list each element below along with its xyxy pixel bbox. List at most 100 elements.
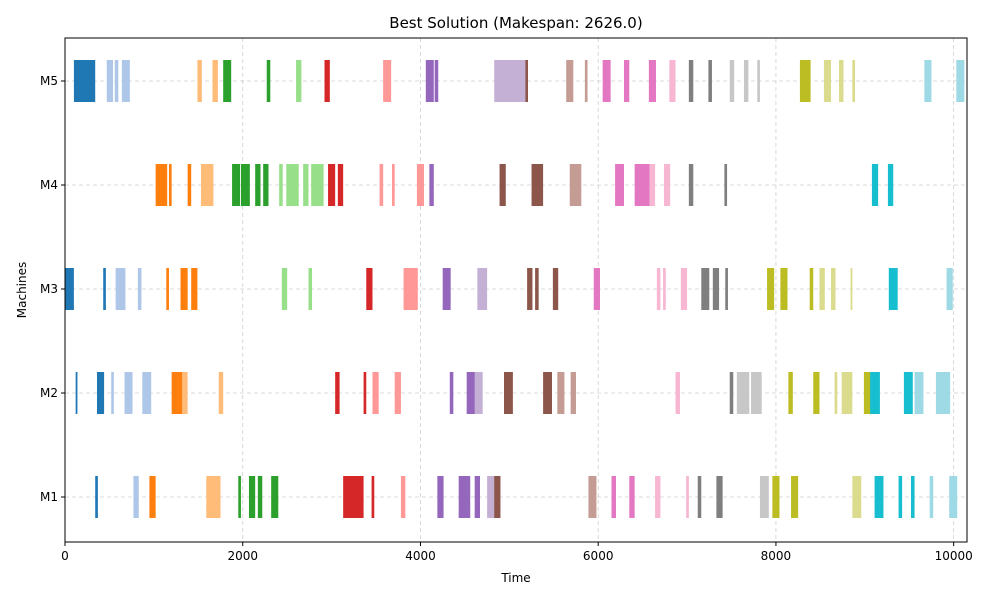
task-bar [372, 372, 379, 414]
task-bars [65, 60, 965, 518]
x-axis-label: Time [500, 571, 530, 585]
task-bar [708, 60, 712, 102]
task-bar [121, 60, 130, 102]
task-bar [200, 164, 214, 206]
task-bar [949, 476, 958, 518]
task-bar [871, 164, 879, 206]
task-bar [137, 268, 142, 310]
y-tick-label: M4 [40, 178, 58, 192]
task-bar [95, 476, 98, 518]
task-bar [149, 476, 156, 518]
task-bar [166, 268, 169, 310]
task-bar [898, 476, 903, 518]
task-bar [434, 60, 439, 102]
chart-title: Best Solution (Makespan: 2626.0) [389, 14, 642, 32]
task-bar [570, 372, 576, 414]
task-bar [649, 164, 656, 206]
task-bar [76, 60, 96, 102]
x-tick-label: 0 [61, 549, 69, 563]
task-bar [494, 476, 501, 518]
task-bar [701, 268, 710, 310]
task-bar [171, 372, 183, 414]
task-bar [729, 372, 734, 414]
task-bar [392, 164, 395, 206]
task-bar [271, 476, 279, 518]
task-bar [535, 268, 539, 310]
task-bar [956, 60, 965, 102]
task-bar [850, 268, 853, 310]
task-bar [191, 268, 198, 310]
task-bar [788, 372, 793, 414]
task-bar [65, 268, 74, 310]
task-bar [429, 164, 434, 206]
y-tick-label: M3 [40, 282, 58, 296]
task-bar [656, 268, 661, 310]
task-bar [106, 60, 113, 102]
task-bar [569, 164, 582, 206]
task-bar [655, 476, 661, 518]
task-bar [799, 60, 811, 102]
task-bar [767, 268, 775, 310]
task-bar [623, 60, 630, 102]
task-bar [757, 60, 760, 102]
task-bar [379, 164, 384, 206]
task-bar [232, 164, 241, 206]
task-bar [874, 476, 884, 518]
task-bar [206, 476, 221, 518]
x-tick-label: 6000 [583, 549, 614, 563]
task-bar [611, 476, 616, 518]
task-bar [494, 60, 526, 102]
task-bar [743, 60, 749, 102]
task-bar [197, 60, 202, 102]
task-bar [466, 372, 476, 414]
task-bar [663, 268, 666, 310]
task-bar [111, 372, 114, 414]
task-bar [716, 476, 723, 518]
task-bar [813, 372, 820, 414]
task-bar [449, 372, 454, 414]
task-bar [648, 60, 656, 102]
task-bar [266, 60, 271, 102]
y-tick-label: M1 [40, 490, 58, 504]
task-bar [527, 268, 533, 310]
task-bar [335, 372, 340, 414]
task-bar [458, 476, 471, 518]
task-bar [688, 60, 694, 102]
y-axis-ticks: M1 M2 M3 M4 M5 [40, 74, 65, 504]
task-bar [688, 164, 694, 206]
task-bar [416, 164, 425, 206]
task-bar [286, 164, 299, 206]
task-bar [366, 268, 373, 310]
task-bar [328, 164, 336, 206]
task-bar [615, 164, 624, 206]
task-bar [584, 60, 588, 102]
task-bar [73, 60, 78, 102]
task-bar [763, 476, 769, 518]
task-bar [839, 60, 844, 102]
task-bar [182, 372, 188, 414]
x-tick-label: 10000 [935, 549, 973, 563]
task-bar [487, 476, 496, 518]
task-bar [663, 164, 671, 206]
task-bar [281, 268, 288, 310]
task-bar [724, 164, 728, 206]
task-bar [499, 164, 506, 206]
task-bar [474, 372, 483, 414]
task-bar [888, 268, 898, 310]
y-tick-label: M5 [40, 74, 58, 88]
task-bar [400, 476, 406, 518]
task-bar [96, 372, 105, 414]
plot-frame [64, 37, 968, 543]
task-bar [725, 268, 728, 310]
task-bar [887, 164, 894, 206]
task-bar [75, 372, 78, 414]
task-bar [729, 60, 735, 102]
task-bar [566, 60, 574, 102]
task-bar [935, 372, 951, 414]
task-bar [248, 476, 256, 518]
task-bar [425, 60, 434, 102]
task-bar [819, 268, 825, 310]
task-bar [675, 372, 680, 414]
task-bar [240, 164, 250, 206]
